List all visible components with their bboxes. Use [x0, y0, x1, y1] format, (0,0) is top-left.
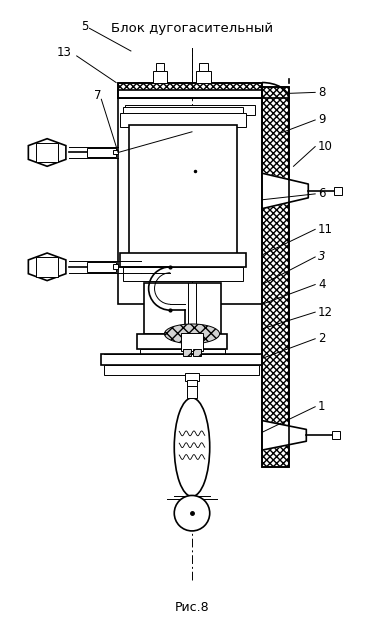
Text: 3: 3: [318, 251, 326, 263]
Bar: [118, 82, 262, 99]
Bar: [101, 354, 262, 365]
Text: Блок дугогасительный: Блок дугогасительный: [111, 22, 273, 35]
Text: Рис.8: Рис.8: [175, 601, 209, 614]
Text: 5: 5: [82, 20, 89, 33]
Circle shape: [174, 495, 210, 531]
Ellipse shape: [174, 398, 210, 497]
Bar: [152, 71, 167, 82]
Text: 8: 8: [318, 86, 326, 99]
Bar: [262, 88, 288, 467]
Bar: [193, 348, 201, 357]
Bar: [185, 374, 199, 381]
Bar: [262, 88, 288, 467]
Bar: [187, 386, 197, 398]
Bar: [155, 63, 164, 71]
Bar: [118, 82, 262, 99]
Bar: [120, 253, 246, 267]
Bar: [199, 63, 208, 71]
Text: 10: 10: [318, 140, 333, 153]
Text: 13: 13: [57, 46, 72, 59]
Bar: [118, 99, 262, 304]
Bar: [334, 187, 342, 195]
Text: 1: 1: [318, 401, 326, 413]
Bar: [123, 107, 243, 113]
Bar: [125, 105, 255, 115]
Bar: [113, 149, 118, 155]
Ellipse shape: [164, 324, 219, 344]
Text: 6: 6: [318, 187, 326, 200]
Bar: [36, 257, 58, 277]
Bar: [196, 71, 211, 82]
Text: 4: 4: [318, 278, 326, 291]
Bar: [183, 348, 191, 357]
Bar: [87, 147, 116, 157]
Bar: [113, 264, 118, 269]
Bar: [181, 333, 203, 350]
Text: 9: 9: [318, 113, 326, 126]
Polygon shape: [28, 253, 66, 281]
Polygon shape: [28, 138, 66, 166]
Bar: [140, 348, 224, 361]
Bar: [129, 125, 237, 255]
Bar: [137, 334, 228, 348]
Polygon shape: [262, 421, 306, 450]
Bar: [332, 431, 340, 439]
Bar: [123, 267, 243, 281]
Bar: [187, 380, 197, 388]
Text: 2: 2: [318, 332, 326, 345]
Bar: [144, 283, 221, 334]
Bar: [118, 90, 262, 99]
Bar: [87, 262, 116, 272]
Bar: [36, 142, 58, 162]
Text: 11: 11: [318, 223, 333, 236]
Text: 12: 12: [318, 306, 333, 319]
Bar: [104, 365, 259, 375]
Bar: [120, 113, 246, 127]
Polygon shape: [262, 173, 308, 209]
Text: 7: 7: [95, 89, 102, 102]
